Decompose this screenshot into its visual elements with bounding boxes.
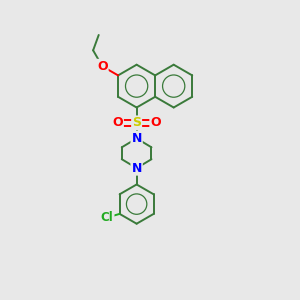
Text: N: N bbox=[131, 162, 142, 175]
Text: O: O bbox=[112, 116, 123, 130]
Text: Cl: Cl bbox=[101, 211, 113, 224]
Text: S: S bbox=[132, 116, 141, 130]
Text: O: O bbox=[97, 60, 108, 73]
Text: O: O bbox=[150, 116, 161, 130]
Text: N: N bbox=[131, 132, 142, 145]
